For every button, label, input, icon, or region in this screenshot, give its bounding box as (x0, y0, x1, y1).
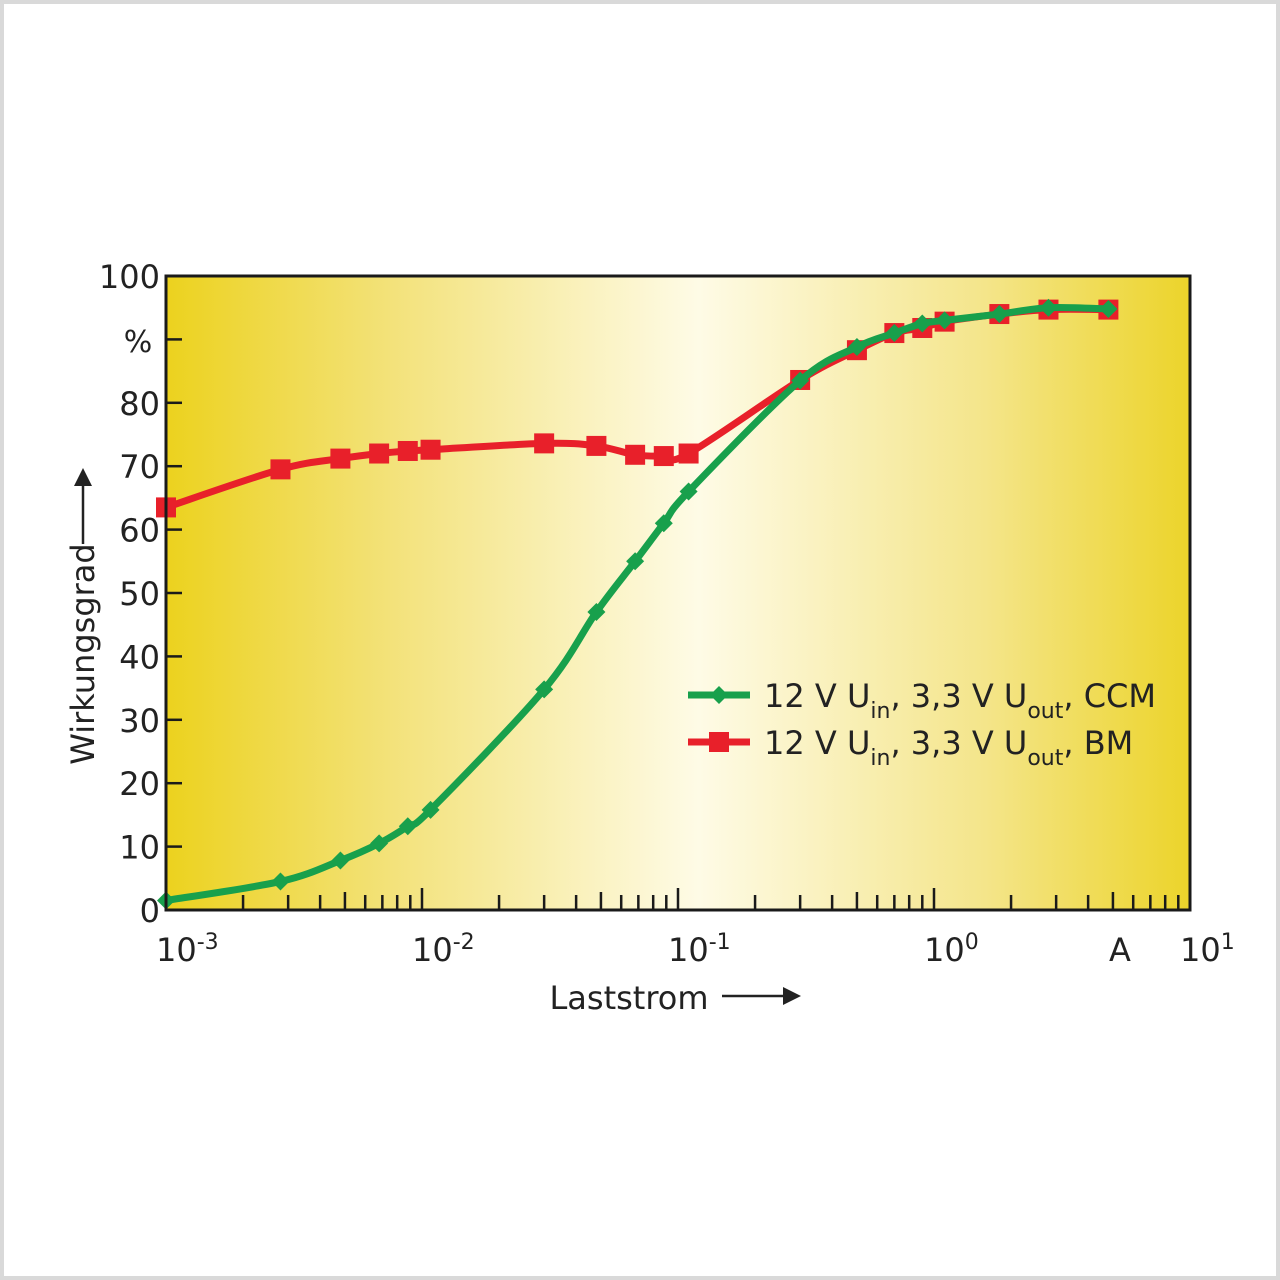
y-tick-label: 0 (140, 892, 160, 930)
data-point (791, 371, 810, 390)
x-axis-label: Laststrom (549, 979, 708, 1017)
data-point (271, 872, 290, 891)
x-tick-label: 10-1 (668, 930, 731, 969)
x-unit-label: A (1109, 931, 1131, 969)
y-tick-label: 50 (119, 575, 160, 613)
legend-item-bm: 12 V Uin, 3,3 V Uout, BM (688, 724, 1133, 771)
data-series (156, 298, 1119, 910)
data-point (420, 439, 441, 460)
data-point (369, 443, 390, 464)
data-point (270, 459, 291, 480)
plot-border (164, 274, 1192, 912)
legend-item-ccm: 12 V Uin, 3,3 V Uout, CCM (688, 677, 1156, 724)
x-tick-label: 10-2 (412, 930, 475, 969)
legend-marker-ccm (710, 686, 728, 704)
data-point (625, 444, 646, 465)
legend-label-bm: 12 V Uin, 3,3 V Uout, BM (764, 724, 1133, 771)
x-tick-label: 100 (924, 930, 979, 969)
data-point (679, 482, 698, 501)
data-point (1039, 298, 1058, 317)
x-axis-arrow-icon (783, 987, 801, 1005)
data-point (330, 448, 351, 469)
y-tick-label: 70 (119, 448, 160, 486)
x-tick-label: 10-3 (156, 930, 219, 969)
data-point (847, 338, 866, 357)
series-ccm (157, 298, 1118, 910)
x-tick-label: 101 (1180, 930, 1235, 969)
y-tick-labels: 0 10 20 30 40 50 60 70 80 100 (99, 258, 160, 930)
y-axis-title: Wirkungsgrad (64, 468, 102, 765)
data-point (535, 680, 554, 699)
y-tick-label: 20 (119, 765, 160, 803)
legend-marker-bm (709, 732, 729, 752)
y-axis-label: Wirkungsgrad (64, 543, 102, 764)
data-point (626, 552, 645, 571)
y-unit-label: % (124, 325, 153, 360)
data-point (398, 817, 417, 836)
data-point (935, 311, 954, 330)
data-point (1099, 299, 1118, 318)
y-tick-label: 60 (119, 512, 160, 550)
data-point (586, 435, 607, 456)
x-tick-labels: 10-3 10-2 10-1 100 101 (156, 930, 1235, 969)
data-point (653, 446, 674, 467)
y-axis-arrow-icon (74, 468, 92, 486)
data-point (534, 433, 555, 454)
data-point (331, 851, 350, 870)
data-point (990, 305, 1009, 324)
data-point (654, 514, 673, 533)
y-tick-label: 40 (119, 638, 160, 676)
legend: 12 V Uin, 3,3 V Uout, CCM 12 V Uin, 3,3 … (688, 677, 1156, 771)
data-point (678, 443, 699, 464)
data-point (421, 800, 440, 819)
data-point (587, 603, 606, 622)
data-point (885, 324, 904, 343)
x-axis-title: Laststrom (549, 979, 801, 1017)
legend-label-ccm: 12 V Uin, 3,3 V Uout, CCM (764, 677, 1156, 724)
y-tick-label: 100 (99, 258, 160, 296)
data-point (370, 834, 389, 853)
y-tick-label: 80 (119, 385, 160, 423)
plot-background (166, 276, 1190, 910)
y-tick-label: 30 (119, 702, 160, 740)
y-tick-label: 10 (119, 829, 160, 867)
data-point (913, 314, 932, 333)
data-point (397, 440, 418, 461)
